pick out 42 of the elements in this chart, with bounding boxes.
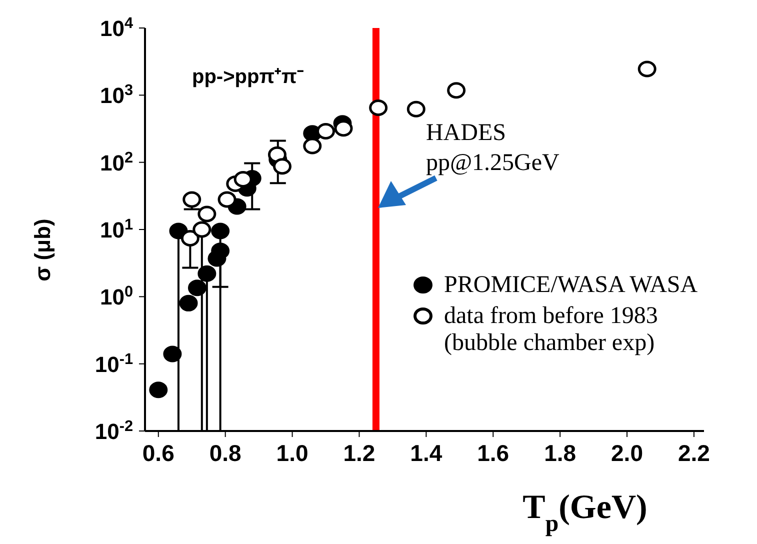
point xyxy=(188,280,206,296)
y-tick-label: 10$^{2}$ xyxy=(100,148,133,176)
x-axis-title: T$_{p}$(GeV) xyxy=(522,489,648,537)
annotation: pp->ppπ⁺π⁻ xyxy=(192,65,304,89)
point xyxy=(406,100,426,118)
point xyxy=(369,99,388,116)
point xyxy=(272,158,292,175)
x-tick-label: 1.6 xyxy=(477,440,510,466)
point xyxy=(211,242,230,260)
point xyxy=(447,82,466,99)
x-tick-label: 1.0 xyxy=(276,440,308,466)
point xyxy=(303,138,322,154)
legend-label: data from before 1983 (bubble chamber exp) xyxy=(444,303,659,357)
x-tick-label: 1.2 xyxy=(343,440,376,466)
x-tick-label: 0.6 xyxy=(142,440,174,466)
ref-line-label: HADES pp@1.25GeV xyxy=(426,120,560,176)
point xyxy=(179,294,198,312)
point xyxy=(316,123,336,140)
y-tick-label: 10$^{-1}$ xyxy=(94,350,134,377)
x-tick-label: 2.2 xyxy=(678,440,710,466)
point xyxy=(182,191,202,208)
point xyxy=(198,265,216,282)
point xyxy=(149,382,168,398)
legend-label: PROMICE/WASA WASA xyxy=(444,272,698,299)
x-tick-label: 0.8 xyxy=(209,440,242,466)
y-tick-label: 10$^{4}$ xyxy=(100,14,134,41)
point xyxy=(638,60,656,78)
point xyxy=(218,191,236,208)
y-tick-label: 10$^{1}$ xyxy=(100,216,134,242)
y-axis-title: σ (μb) xyxy=(30,218,55,282)
point xyxy=(163,346,182,362)
point xyxy=(192,221,212,238)
point xyxy=(198,206,216,222)
x-tick-label: 1.8 xyxy=(544,440,576,466)
y-tick-label: 10$^{3}$ xyxy=(100,82,133,108)
y-tick-label: 10$^{-2}$ xyxy=(94,418,133,444)
y-tick-label: 10$^{0}$ xyxy=(100,283,133,310)
point xyxy=(169,222,188,240)
x-tick-label: 2.0 xyxy=(611,440,644,466)
point xyxy=(211,222,230,240)
point xyxy=(180,230,200,247)
x-tick-label: 1.4 xyxy=(410,440,442,466)
